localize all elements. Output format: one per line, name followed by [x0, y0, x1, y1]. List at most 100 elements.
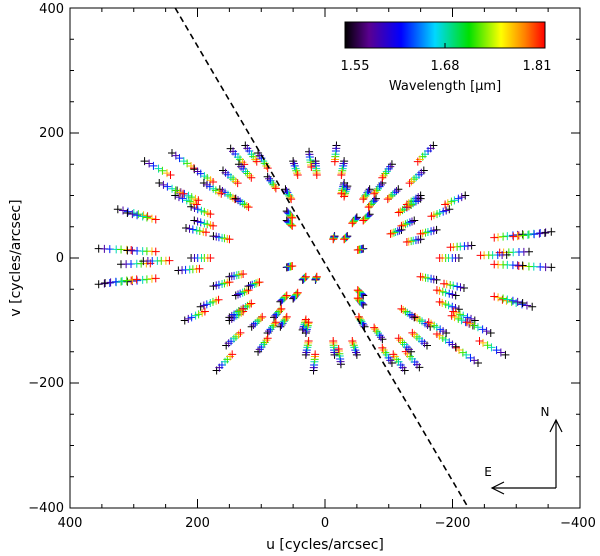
uv-point-marker [376, 333, 385, 342]
uv-point-marker [311, 350, 320, 359]
uv-point-marker [123, 209, 132, 217]
uv-point-marker [459, 284, 468, 292]
uv-point-marker [340, 235, 349, 244]
uv-point-marker [286, 211, 295, 220]
uv-point-marker [100, 279, 109, 288]
uv-point-marker [448, 302, 457, 311]
uv-point-marker [496, 348, 505, 357]
uv-point-marker [478, 325, 487, 334]
uv-point-marker [387, 229, 396, 238]
x-tick-label: −200 [435, 516, 471, 531]
uv-point-marker [304, 318, 313, 327]
uv-point-marker [239, 270, 248, 279]
uv-point-marker [416, 272, 425, 281]
uv-point-marker [132, 275, 141, 284]
uv-point-marker [441, 200, 450, 209]
uv-point-marker [393, 227, 402, 236]
uv-point-marker [276, 297, 285, 306]
uv-point-marker [389, 228, 398, 237]
uv-point-marker [432, 330, 441, 339]
uv-point-marker [228, 350, 237, 359]
uv-point-marker [278, 319, 287, 328]
uv-point-marker [123, 277, 132, 286]
uv-point-marker [271, 184, 280, 193]
uv-point-marker [396, 336, 405, 345]
colorbar-gradient [344, 21, 546, 49]
uv-point-marker [363, 188, 372, 197]
uv-point-marker [514, 262, 523, 271]
uv-point-marker [461, 191, 470, 200]
uv-point-marker [192, 200, 201, 209]
uv-point-marker [118, 277, 127, 286]
uv-point-marker [364, 203, 373, 212]
uv-point-marker [271, 318, 280, 327]
uv-point-marker [405, 179, 414, 188]
uv-point-marker [540, 229, 549, 237]
uv-point-marker [522, 301, 531, 310]
x-tick-labels: 400 200 0 −200 −400 [58, 516, 596, 531]
uv-point-marker [518, 300, 527, 309]
uv-point-marker [284, 190, 293, 199]
uv-point-marker [205, 182, 214, 191]
uv-point-marker [473, 323, 482, 332]
uv-point-marker [233, 290, 242, 299]
uv-point-marker [203, 220, 212, 229]
uv-point-marker [409, 199, 418, 208]
uv-point-marker [402, 203, 411, 212]
uv-point-marker [394, 185, 403, 194]
uv-point-marker [334, 344, 343, 353]
uv-point-marker [194, 196, 203, 205]
uv-point-marker [246, 281, 255, 290]
uv-point-marker [307, 163, 316, 172]
uv-point-marker [300, 273, 309, 282]
uv-point-marker [457, 316, 466, 325]
uv-point-marker [354, 295, 363, 304]
uv-point-marker [410, 216, 419, 225]
uv-point-marker [252, 279, 261, 288]
uv-point-marker [490, 233, 499, 242]
uv-point-marker [466, 319, 475, 328]
uv-point-marker [446, 243, 455, 252]
uv-point-marker [293, 289, 302, 298]
uv-point-marker [408, 328, 417, 337]
uv-point-marker [478, 338, 487, 347]
uv-point-marker [438, 287, 447, 296]
uv-point-marker [463, 313, 472, 322]
uv-point-marker [256, 314, 265, 323]
uv-point-marker [288, 213, 297, 222]
uv-point-marker [348, 218, 357, 227]
uv-point-marker [418, 229, 427, 238]
uv-point-marker [370, 323, 379, 332]
uv-point-marker [138, 275, 147, 284]
uv-point-marker [470, 321, 479, 330]
uv-point-marker [206, 254, 215, 262]
uv-point-marker [244, 203, 253, 212]
uv-point-marker [394, 208, 403, 217]
uv-point-marker [304, 336, 313, 345]
uv-point-marker [348, 338, 357, 347]
uv-point-marker [439, 207, 448, 216]
uv-point-marker [413, 157, 422, 166]
uv-point-marker [400, 340, 409, 349]
uv-point-marker [371, 188, 380, 197]
uv-point-marker [392, 186, 401, 195]
uv-point-marker [254, 278, 263, 287]
uv-point-marker [101, 279, 110, 287]
uv-point-marker [288, 262, 297, 271]
uv-point-marker [379, 345, 388, 354]
uv-point-marker [187, 193, 196, 202]
uv-point-marker [225, 235, 234, 244]
uv-point-marker [262, 336, 271, 345]
compass-north-label: N [541, 405, 550, 419]
uv-point-marker [282, 291, 291, 300]
uv-point-marker [229, 334, 238, 343]
uv-point-marker [201, 228, 210, 237]
uv-point-marker [360, 193, 369, 202]
uv-point-marker [508, 296, 517, 305]
uv-point-marker [293, 288, 302, 297]
uv-point-marker [403, 219, 412, 228]
uv-point-marker [528, 302, 537, 311]
uv-point-marker [175, 188, 184, 197]
y-tick-label: −200 [28, 376, 64, 391]
uv-point-marker [182, 196, 191, 205]
